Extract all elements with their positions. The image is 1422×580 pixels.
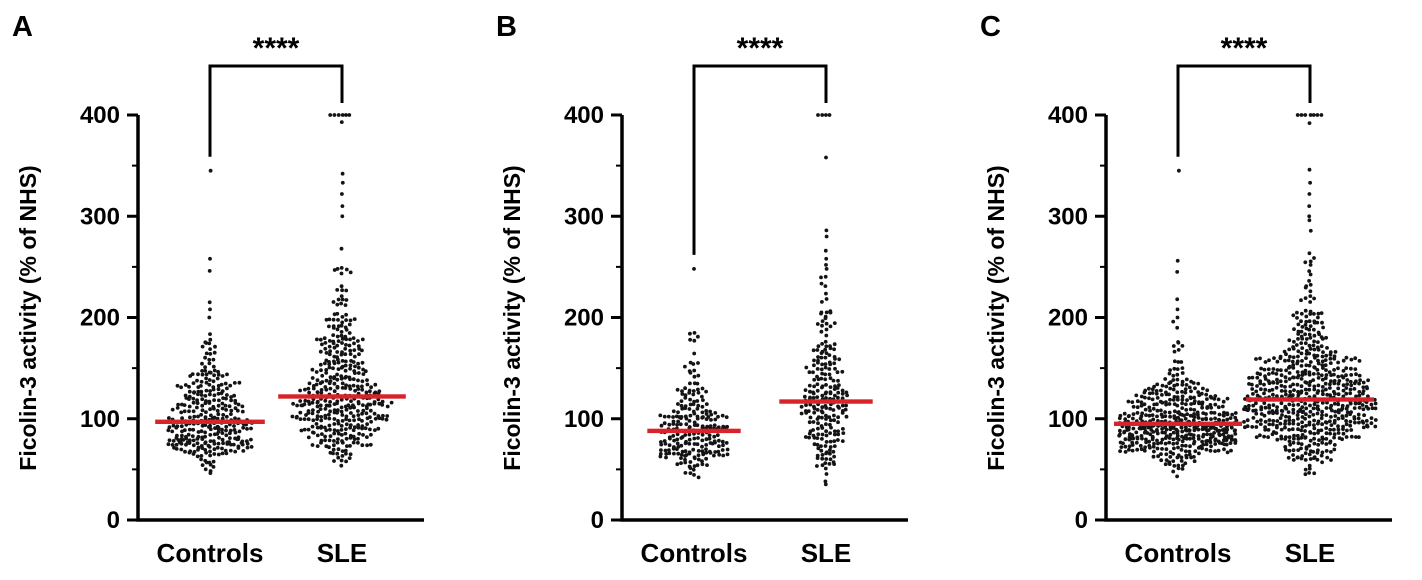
significance-bracket [1176, 64, 1312, 157]
median-line-controls [155, 419, 265, 424]
x-category-label: SLE [801, 538, 852, 568]
significance-stars: **** [1221, 32, 1268, 65]
x-category-label: Controls [1125, 538, 1232, 568]
panel-letter: A [12, 11, 33, 43]
y-tick-label: 0 [591, 507, 604, 534]
series-points-controls [166, 168, 254, 475]
series-points-controls [1117, 168, 1239, 479]
y-tick-label: 300 [80, 203, 120, 230]
median-line-controls [647, 428, 741, 434]
series-points-sle [799, 113, 849, 487]
panel-letter: C [980, 11, 1001, 43]
plot-svg-C: C Ficolin-3 activity (% of NHS) 0 100 200 300… [980, 11, 1392, 568]
axes [136, 115, 424, 522]
y-tick-label: 200 [80, 305, 120, 332]
y-tick-label: 100 [80, 406, 120, 433]
panel-C: C Ficolin-3 activity (% of NHS) 0 100 200 300… [948, 0, 1422, 580]
y-tick-label: 100 [564, 406, 604, 433]
median-line-sle [1246, 397, 1374, 402]
panel-A: A Ficolin-3 activity (% of NHS) 0 100 200 300… [0, 0, 474, 580]
y-tick-label: 200 [564, 305, 604, 332]
median-line-sle [278, 394, 406, 399]
y-axis-label: Ficolin-3 activity (% of NHS) [499, 165, 525, 470]
y-axis-label: Ficolin-3 activity (% of NHS) [15, 165, 41, 470]
significance-stars: **** [737, 32, 784, 65]
y-tick-label: 0 [107, 507, 120, 534]
y-tick-label: 400 [1048, 102, 1088, 129]
median-line-sle [779, 399, 873, 404]
y-tick-label: 0 [1075, 507, 1088, 534]
x-category-label: Controls [641, 538, 748, 568]
significance-bracket [208, 64, 344, 157]
plot-svg-A: A Ficolin-3 activity (% of NHS) 0 100 200 300… [12, 11, 424, 568]
y-tick-label: 400 [80, 102, 120, 129]
y-tick-label: 400 [564, 102, 604, 129]
significance-stars: **** [253, 32, 300, 65]
y-axis-label: Ficolin-3 activity (% of NHS) [983, 165, 1009, 470]
x-category-label: SLE [1285, 538, 1336, 568]
panel-B: B Ficolin-3 activity (% of NHS) 0 100 200 300… [474, 0, 948, 580]
panel-letter: B [496, 11, 517, 43]
median-line-controls [1114, 421, 1242, 427]
axes [1104, 115, 1392, 522]
y-tick-label: 300 [1048, 203, 1088, 230]
plot-svg-B: B Ficolin-3 activity (% of NHS) 0 100 200 300… [496, 11, 908, 568]
series-points-sle [1242, 113, 1378, 477]
x-category-label: SLE [317, 538, 368, 568]
series-points-controls [658, 267, 730, 480]
significance-bracket [692, 64, 828, 255]
axes [620, 115, 908, 522]
y-tick-label: 100 [1048, 406, 1088, 433]
y-tick-label: 200 [1048, 305, 1088, 332]
y-tick-label: 300 [564, 203, 604, 230]
x-category-label: Controls [157, 538, 264, 568]
series-points-sle [290, 113, 394, 468]
